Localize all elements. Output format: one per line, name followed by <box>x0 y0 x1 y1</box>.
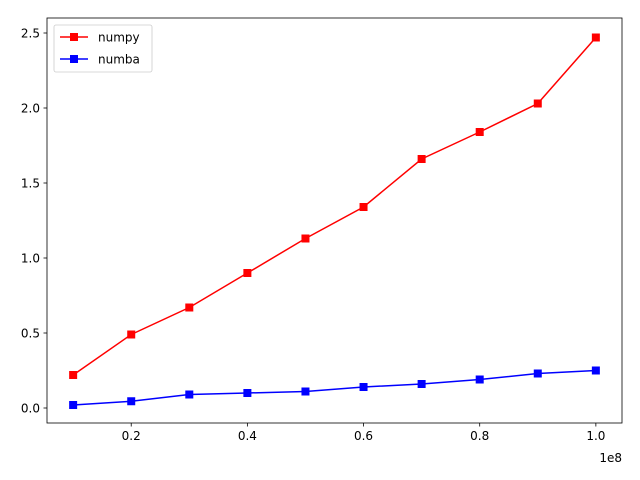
series-line-numpy <box>72 37 597 376</box>
y-tick-label: 1.5 <box>21 176 40 190</box>
data-point-numba <box>359 383 368 391</box>
data-point-numba <box>301 387 310 396</box>
data-point-numba <box>533 369 542 378</box>
legend-marker-numba <box>70 55 78 63</box>
x-tick-label: 0.2 <box>122 429 141 443</box>
data-point-numpy <box>127 330 136 339</box>
data-point-numpy <box>359 203 368 211</box>
legend-marker-numpy <box>70 33 78 41</box>
x-tick-label: 0.6 <box>354 429 373 443</box>
series-line-numba <box>73 369 596 406</box>
y-tick-label: 2.5 <box>21 26 40 40</box>
axes-frame <box>46 17 623 424</box>
x-tick-label: 0.4 <box>238 429 257 443</box>
data-point-numba <box>417 380 426 388</box>
y-tick-label: 2.0 <box>21 101 40 115</box>
data-point-numba <box>127 397 136 406</box>
legend: numpy numba <box>53 24 153 73</box>
data-point-numpy <box>591 33 600 42</box>
y-tick-label: 1.0 <box>21 251 40 265</box>
plot-area <box>69 33 600 409</box>
axes: 0.2 0.4 0.6 0.8 1.0 0.0 0.5 1.0 1.5 2.0 2.5 <box>21 17 623 443</box>
data-point-numba <box>591 366 600 375</box>
data-point-numba <box>69 401 78 409</box>
y-tick-label: 0.0 <box>21 401 40 415</box>
data-point-numpy <box>417 155 426 163</box>
x-axis-offset-label: 1e8 <box>599 451 622 465</box>
data-point-numba <box>243 389 252 397</box>
data-point-numpy <box>185 303 194 312</box>
data-point-numpy <box>533 99 542 108</box>
legend-label-numba: numba <box>98 52 140 66</box>
y-tick-label: 0.5 <box>21 326 40 340</box>
data-point-numpy <box>475 128 484 136</box>
data-point-numba <box>185 390 194 399</box>
data-point-numpy <box>69 371 78 379</box>
data-point-numpy <box>243 269 252 277</box>
data-point-numba <box>475 375 484 384</box>
data-point-numpy <box>301 234 310 243</box>
x-tick-label: 0.8 <box>470 429 489 443</box>
x-tick-label: 1.0 <box>586 429 605 443</box>
legend-label-numpy: numpy <box>98 30 140 44</box>
